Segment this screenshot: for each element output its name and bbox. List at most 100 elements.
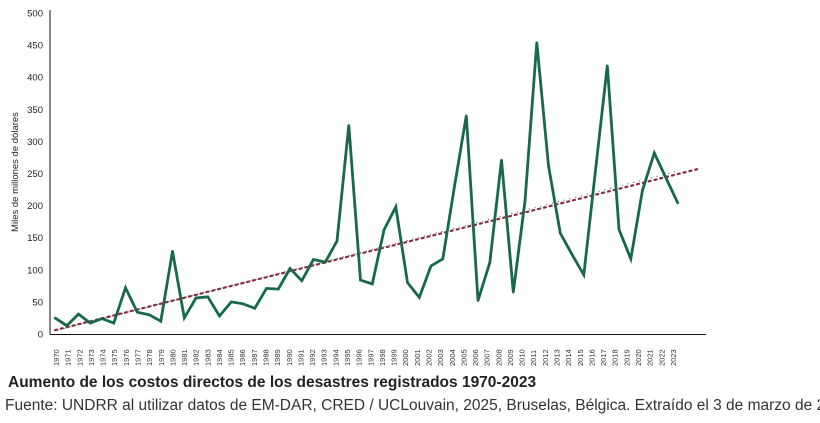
x-tick-label: 1974 (99, 349, 108, 366)
data-point (606, 64, 609, 67)
data-point (676, 201, 679, 205)
data-point (277, 287, 280, 291)
trend-line-accent (57, 170, 679, 331)
x-tick-label: 2018 (611, 349, 620, 366)
data-point (77, 312, 80, 316)
x-tick-label: 1979 (157, 349, 166, 366)
data-point (253, 307, 256, 310)
data-point (89, 321, 92, 325)
data-point (570, 253, 574, 256)
data-point (582, 273, 585, 277)
x-tick-label: 2008 (494, 349, 503, 366)
data-point (371, 282, 374, 286)
x-tick-label: 1977 (133, 349, 142, 366)
data-point (218, 314, 221, 318)
data-point (230, 300, 233, 304)
x-tick-label: 2004 (448, 349, 457, 366)
x-tick-label: 1993 (320, 349, 329, 366)
data-point (641, 188, 644, 192)
y-tick-label: 200 (27, 201, 43, 212)
x-tick-label: 2021 (646, 349, 655, 366)
x-tick-label: 1986 (238, 349, 247, 366)
x-tick-label: 1992 (308, 349, 317, 366)
x-tick-label: 2007 (483, 349, 492, 366)
data-point (194, 296, 198, 300)
data-point (547, 164, 550, 167)
x-tick-label: 2010 (518, 349, 527, 366)
data-point (559, 232, 562, 235)
data-point (241, 302, 245, 306)
x-tick-label: 1973 (87, 349, 96, 366)
data-point (594, 169, 597, 172)
x-tick-label: 2013 (553, 349, 562, 366)
data-point (265, 287, 268, 290)
y-tick-label: 400 (27, 73, 43, 84)
data-point (406, 281, 409, 284)
y-axis-label: Miles de millones de dólares (10, 112, 21, 232)
y-tick-label: 350 (27, 105, 43, 116)
x-tick-label: 1995 (343, 349, 352, 366)
x-tick-label: 1996 (355, 349, 364, 366)
x-tick-label: 1983 (203, 349, 212, 366)
y-tick-label: 450 (27, 41, 43, 52)
x-tick-label: 1976 (122, 349, 131, 366)
x-tick-label: 1971 (64, 349, 73, 366)
x-tick-label: 1984 (215, 349, 224, 366)
data-point (418, 296, 421, 299)
data-point (465, 114, 468, 117)
x-tick-label: 2020 (634, 349, 643, 366)
x-tick-label: 2016 (587, 349, 596, 366)
data-point (653, 151, 656, 155)
trend-line-path (53, 167, 700, 332)
x-tick-label: 2022 (657, 349, 666, 366)
data-point (159, 319, 162, 323)
data-point (664, 176, 668, 180)
x-tick-label: 1975 (110, 349, 119, 366)
data-point (53, 316, 57, 320)
data-point (300, 279, 303, 282)
x-tick-label: 2009 (506, 349, 515, 366)
chart-caption-source: Fuente: UNDRR al utilizar datos de EM-DA… (5, 397, 820, 414)
data-point (124, 286, 127, 289)
y-tick-label: 500 (27, 9, 43, 20)
x-tick-label: 1985 (227, 349, 236, 366)
data-point (171, 249, 174, 253)
x-tick-label: 1991 (296, 349, 305, 366)
chart-caption-title: Aumento de los costos directos de los de… (8, 374, 537, 391)
x-tick-label: 1988 (262, 349, 271, 366)
x-tick-label: 2019 (622, 349, 631, 366)
y-tick-label: 250 (27, 169, 43, 180)
x-tick-label: 2017 (599, 349, 608, 366)
data-point (100, 317, 104, 320)
data-point (65, 324, 68, 327)
data-point (335, 239, 339, 243)
x-tick-label: 2002 (424, 349, 433, 366)
x-tick-label: 2006 (471, 349, 480, 366)
data-point (147, 313, 151, 316)
x-tick-label: 2001 (413, 349, 422, 366)
data-point (183, 316, 186, 320)
y-tick-label: 150 (27, 233, 43, 244)
data-point (112, 321, 115, 325)
x-tick-label: 1980 (168, 349, 177, 366)
data-point (523, 199, 527, 203)
x-tick-label: 1999 (390, 349, 399, 366)
data-point (429, 264, 433, 268)
data-point (476, 299, 480, 302)
data-point (347, 124, 350, 127)
data-point (324, 260, 327, 264)
x-tick-label: 2000 (401, 349, 410, 366)
x-tick-label: 2023 (669, 349, 678, 366)
x-axis-ticks: 1970 1971 1972 1973 1974 1975 1976 1977 1978 1979… (52, 349, 678, 366)
x-tick-label: 1972 (75, 349, 84, 366)
trend-line (53, 167, 700, 332)
data-point (206, 295, 209, 298)
data-point (488, 261, 491, 264)
x-tick-label: 1997 (366, 349, 375, 366)
x-tick-label: 1981 (180, 349, 189, 366)
data-point (453, 185, 456, 188)
data-point (288, 267, 292, 270)
series-line (54, 42, 680, 328)
x-tick-label: 1994 (331, 349, 340, 366)
